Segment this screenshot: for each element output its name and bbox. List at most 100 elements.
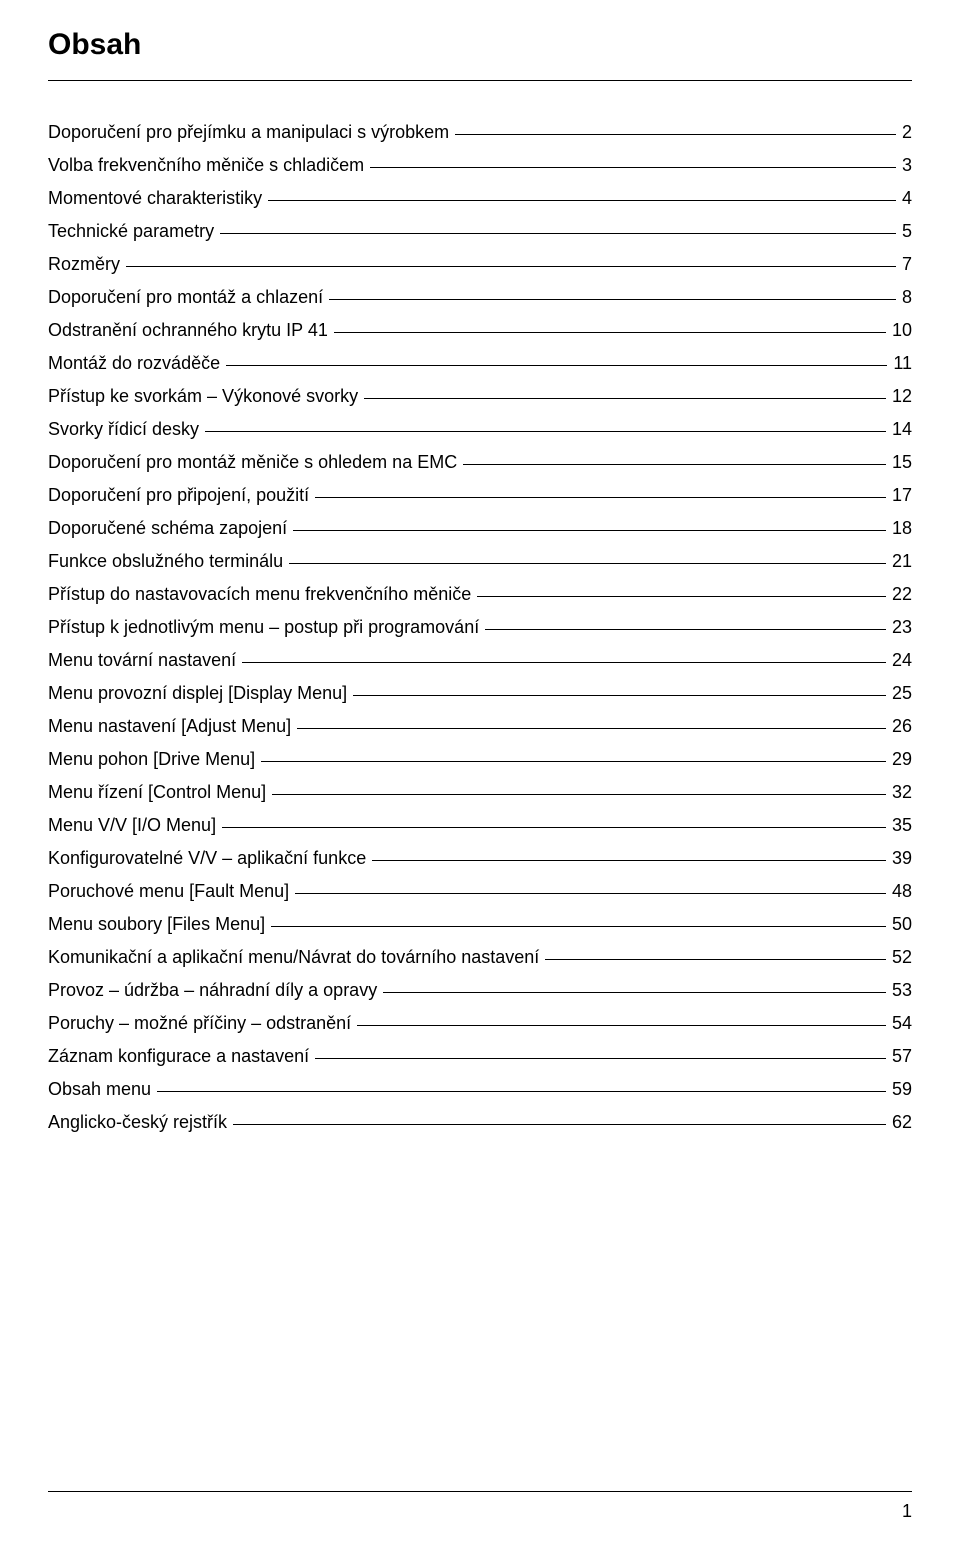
toc-label: Menu řízení [Control Menu]	[48, 783, 266, 801]
toc-row: Menu pohon [Drive Menu] 29	[48, 750, 912, 768]
toc-row: Funkce obslužného terminálu21	[48, 552, 912, 570]
toc-page-number: 11	[893, 354, 912, 372]
table-of-contents: Doporučení pro přejímku a manipulaci s v…	[48, 123, 912, 1131]
toc-leader	[545, 959, 886, 960]
toc-leader	[372, 860, 886, 861]
toc-leader	[295, 893, 886, 894]
toc-page-number: 29	[892, 750, 912, 768]
title-rule	[48, 80, 912, 81]
toc-label: Záznam konfigurace a nastavení	[48, 1047, 309, 1065]
toc-label: Přístup k jednotlivým menu – postup při …	[48, 618, 479, 636]
toc-page-number: 8	[902, 288, 912, 306]
toc-row: Menu řízení [Control Menu] 32	[48, 783, 912, 801]
toc-leader	[297, 728, 886, 729]
toc-row: Provoz – údržba – náhradní díly a opravy…	[48, 981, 912, 999]
footer-rule	[48, 1491, 912, 1492]
toc-row: Volba frekvenčního měniče s chladičem3	[48, 156, 912, 174]
page-title: Obsah	[48, 28, 912, 62]
toc-leader	[463, 464, 886, 465]
toc-label: Poruchové menu [Fault Menu]	[48, 882, 289, 900]
toc-leader	[126, 266, 896, 267]
toc-leader	[357, 1025, 886, 1026]
toc-label: Menu provozní displej [Display Menu]	[48, 684, 347, 702]
toc-leader	[370, 167, 896, 168]
toc-leader	[353, 695, 886, 696]
toc-row: Přístup k jednotlivým menu – postup při …	[48, 618, 912, 636]
toc-row: Přístup do nastavovacích menu frekvenční…	[48, 585, 912, 603]
toc-page-number: 59	[892, 1080, 912, 1098]
toc-row: Doporučení pro připojení, použití 17	[48, 486, 912, 504]
toc-page-number: 62	[892, 1113, 912, 1131]
page-number: 1	[902, 1501, 912, 1522]
document-page: Obsah Doporučení pro přejímku a manipula…	[0, 0, 960, 1548]
toc-label: Menu nastavení [Adjust Menu]	[48, 717, 291, 735]
toc-page-number: 35	[892, 816, 912, 834]
toc-page-number: 10	[892, 321, 912, 339]
toc-label: Poruchy – možné příčiny – odstranění	[48, 1014, 351, 1032]
toc-row: Doporučení pro montáž a chlazení8	[48, 288, 912, 306]
toc-leader	[485, 629, 886, 630]
toc-leader	[315, 497, 886, 498]
toc-row: Záznam konfigurace a nastavení 57	[48, 1047, 912, 1065]
toc-page-number: 5	[902, 222, 912, 240]
toc-label: Menu V/V [I/O Menu]	[48, 816, 216, 834]
toc-page-number: 26	[892, 717, 912, 735]
toc-page-number: 39	[892, 849, 912, 867]
toc-leader	[329, 299, 896, 300]
toc-row: Menu nastavení [Adjust Menu] 26	[48, 717, 912, 735]
toc-row: Montáž do rozváděče11	[48, 354, 912, 372]
toc-page-number: 4	[902, 189, 912, 207]
toc-row: Obsah menu 59	[48, 1080, 912, 1098]
toc-page-number: 18	[892, 519, 912, 537]
toc-page-number: 54	[892, 1014, 912, 1032]
toc-page-number: 21	[892, 552, 912, 570]
toc-page-number: 17	[892, 486, 912, 504]
toc-row: Rozměry7	[48, 255, 912, 273]
toc-leader	[268, 200, 896, 201]
toc-row: Konfigurovatelné V/V – aplikační funkce3…	[48, 849, 912, 867]
toc-page-number: 50	[892, 915, 912, 933]
toc-page-number: 7	[902, 255, 912, 273]
toc-page-number: 57	[892, 1047, 912, 1065]
toc-label: Přístup do nastavovacích menu frekvenční…	[48, 585, 471, 603]
toc-leader	[334, 332, 886, 333]
toc-row: Doporučené schéma zapojení 18	[48, 519, 912, 537]
toc-label: Komunikační a aplikační menu/Návrat do t…	[48, 948, 539, 966]
toc-label: Svorky řídicí desky	[48, 420, 199, 438]
toc-page-number: 3	[902, 156, 912, 174]
toc-label: Obsah menu	[48, 1080, 151, 1098]
toc-leader	[477, 596, 886, 597]
toc-leader	[383, 992, 886, 993]
toc-label: Menu pohon [Drive Menu]	[48, 750, 255, 768]
toc-row: Menu tovární nastavení 24	[48, 651, 912, 669]
toc-leader	[233, 1124, 886, 1125]
toc-row: Odstranění ochranného krytu IP 41 10	[48, 321, 912, 339]
toc-page-number: 32	[892, 783, 912, 801]
toc-row: Komunikační a aplikační menu/Návrat do t…	[48, 948, 912, 966]
toc-row: Svorky řídicí desky 14	[48, 420, 912, 438]
toc-row: Doporučení pro montáž měniče s ohledem n…	[48, 453, 912, 471]
toc-row: Menu soubory [Files Menu] 50	[48, 915, 912, 933]
toc-page-number: 15	[892, 453, 912, 471]
toc-label: Technické parametry	[48, 222, 214, 240]
toc-label: Doporučené schéma zapojení	[48, 519, 287, 537]
toc-label: Doporučení pro připojení, použití	[48, 486, 309, 504]
toc-row: Poruchové menu [Fault Menu]48	[48, 882, 912, 900]
toc-row: Doporučení pro přejímku a manipulaci s v…	[48, 123, 912, 141]
toc-label: Anglicko-český rejstřík	[48, 1113, 227, 1131]
toc-row: Momentové charakteristiky4	[48, 189, 912, 207]
toc-label: Menu tovární nastavení	[48, 651, 236, 669]
toc-page-number: 22	[892, 585, 912, 603]
toc-row: Přístup ke svorkám – Výkonové svorky12	[48, 387, 912, 405]
toc-label: Menu soubory [Files Menu]	[48, 915, 265, 933]
toc-label: Doporučení pro přejímku a manipulaci s v…	[48, 123, 449, 141]
toc-page-number: 25	[892, 684, 912, 702]
toc-page-number: 14	[892, 420, 912, 438]
toc-label: Odstranění ochranného krytu IP 41	[48, 321, 328, 339]
toc-page-number: 24	[892, 651, 912, 669]
toc-leader	[272, 794, 886, 795]
toc-leader	[157, 1091, 886, 1092]
toc-leader	[226, 365, 887, 366]
toc-leader	[364, 398, 886, 399]
toc-leader	[271, 926, 886, 927]
